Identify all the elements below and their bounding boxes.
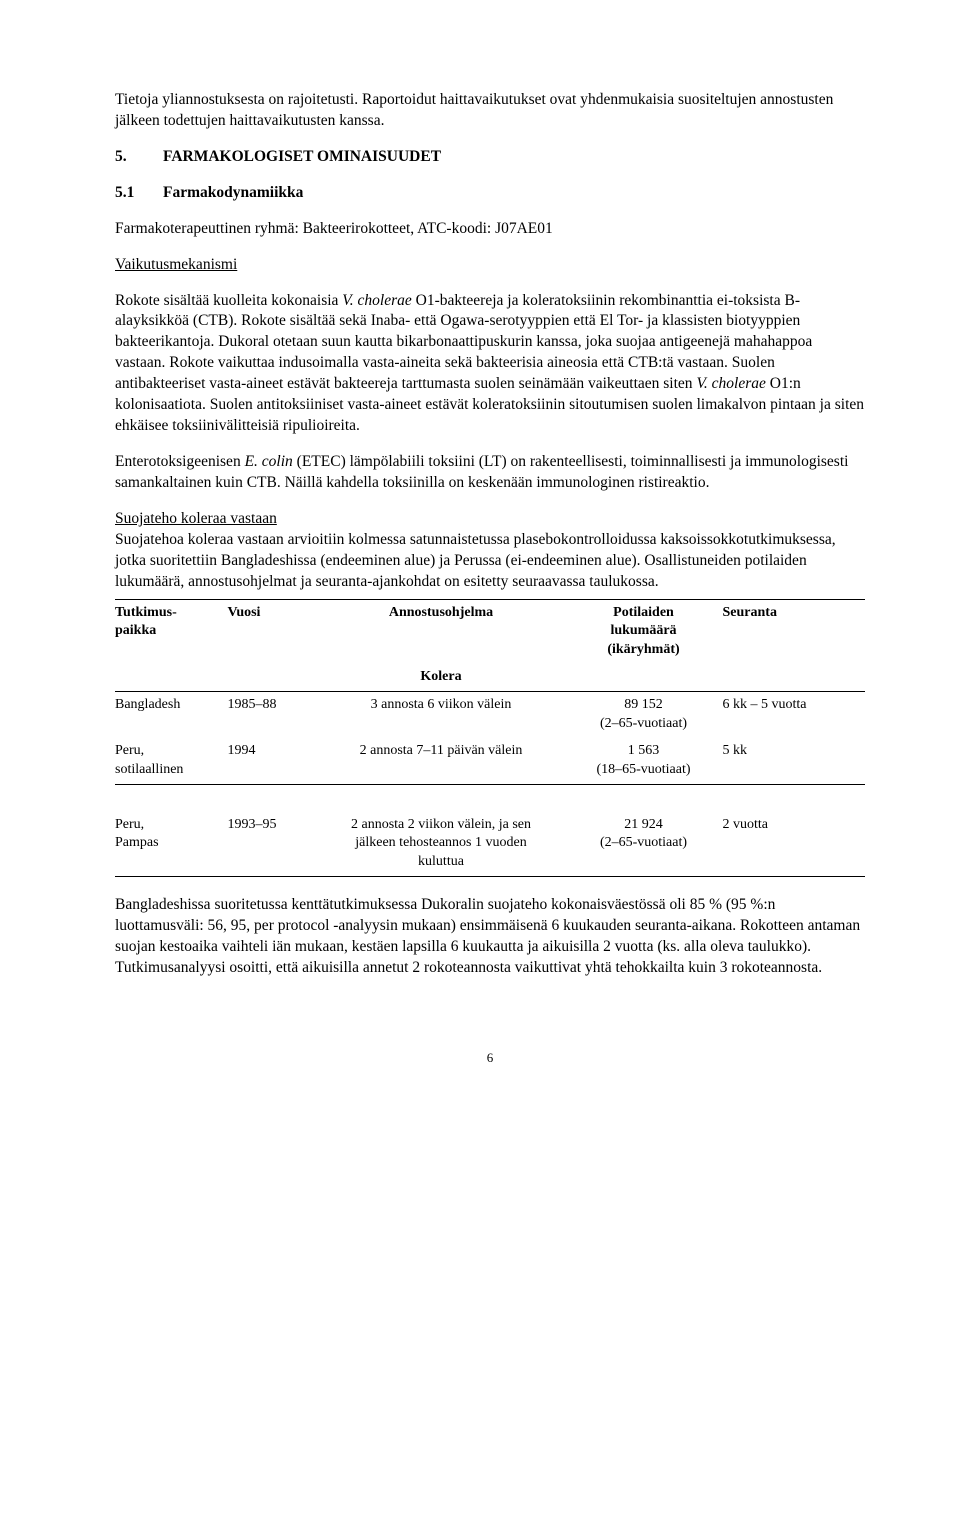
table-header-row: Tutkimus- paikka Vuosi Annostusohjelma P… — [115, 599, 865, 664]
page-number: 6 — [115, 1049, 865, 1067]
th-kolera: Kolera — [318, 664, 573, 691]
table-row: Peru, Pampas 1993–95 2 annosta 2 viikon … — [115, 812, 865, 877]
th-place: Tutkimus- paikka — [115, 599, 228, 664]
paragraph-etec: Enterotoksigeenisen E. colin (ETEC) lämp… — [115, 452, 865, 494]
table-row — [115, 784, 865, 811]
th-count: Potilaiden lukumäärä (ikäryhmät) — [573, 599, 723, 664]
section-5-1-title: Farmakodynamiikka — [163, 183, 303, 204]
section-5-1-number: 5.1 — [115, 183, 163, 204]
table-row: Bangladesh 1985–88 3 annosta 6 viikon vä… — [115, 692, 865, 738]
section-5-number: 5. — [115, 147, 163, 168]
th-followup: Seuranta — [723, 599, 866, 664]
paragraph-mechanism: Rokote sisältää kuolleita kokonaisia V. … — [115, 291, 865, 437]
study-table: Tutkimus- paikka Vuosi Annostusohjelma P… — [115, 599, 865, 878]
table-row: Peru, sotilaallinen 1994 2 annosta 7–11 … — [115, 738, 865, 784]
section-5-title: FARMAKOLOGISET OMINAISUUDET — [163, 147, 441, 168]
section-5-1-heading: 5.1 Farmakodynamiikka — [115, 183, 865, 204]
efficacy-label: Suojateho koleraa vastaan — [115, 510, 277, 527]
paragraph-overdose: Tietoja yliannostuksesta on rajoitetusti… — [115, 90, 865, 132]
mechanism-label: Vaikutusmekanismi — [115, 255, 865, 276]
paragraph-bangladesh-result: Bangladeshissa suoritetussa kenttätutkim… — [115, 895, 865, 979]
paragraph-efficacy: Suojateho koleraa vastaan Suojatehoa kol… — [115, 509, 865, 593]
table-subheader-row: Kolera — [115, 664, 865, 691]
th-year: Vuosi — [228, 599, 318, 664]
th-regimen: Annostusohjelma — [318, 599, 573, 664]
section-5-heading: 5. FARMAKOLOGISET OMINAISUUDET — [115, 147, 865, 168]
paragraph-atc: Farmakoterapeuttinen ryhmä: Bakteeriroko… — [115, 219, 865, 240]
